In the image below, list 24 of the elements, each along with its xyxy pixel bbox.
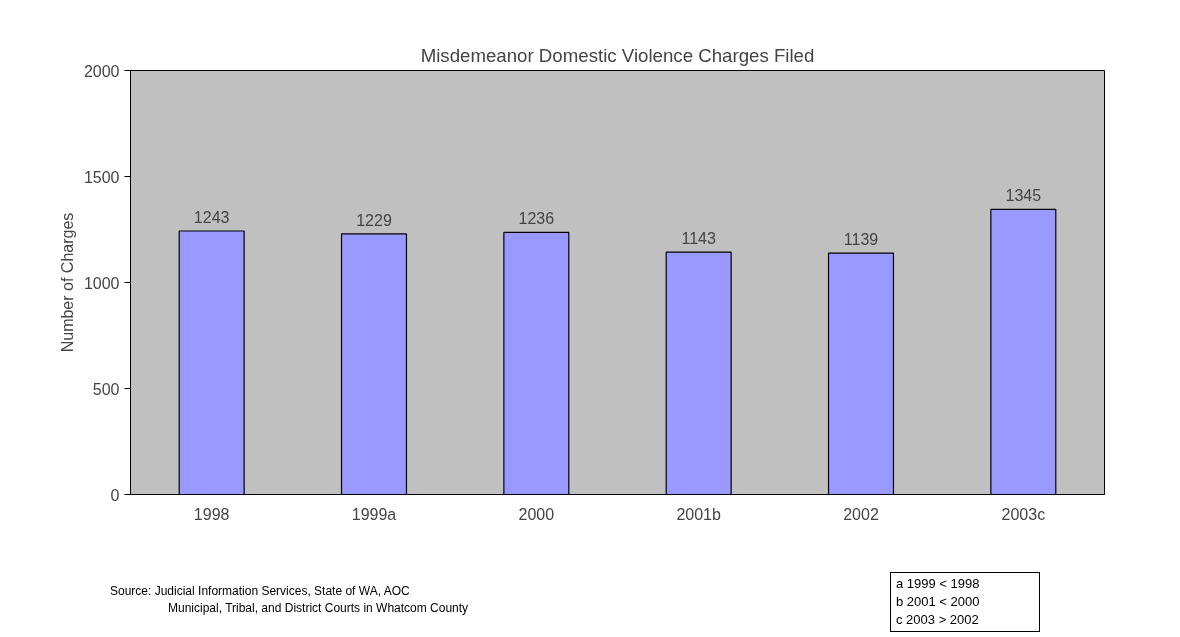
y-axis-title: Number of Charges bbox=[58, 212, 76, 353]
x-tick-label: 2000 bbox=[518, 505, 555, 523]
y-tick-label: 2000 bbox=[83, 62, 120, 80]
x-tick-label: 1999a bbox=[351, 505, 397, 523]
x-tick-label: 2002 bbox=[843, 505, 879, 523]
chart-title: Misdemeanor Domestic Violence Charges Filed bbox=[420, 44, 815, 66]
source-note: Source: Judicial Information Services, State of WA, AOC bbox=[110, 584, 410, 598]
x-tick-label: 1998 bbox=[193, 505, 230, 523]
x-tick-label: 2003c bbox=[1001, 505, 1046, 523]
x-tick-label: 2001b bbox=[676, 505, 722, 523]
data-label: 1243 bbox=[193, 208, 230, 226]
y-tick-label: 1000 bbox=[83, 274, 120, 292]
text: b 2001 < 2000 bbox=[896, 594, 980, 609]
text: c 2003 > 2002 bbox=[896, 612, 979, 627]
data-label: 1229 bbox=[356, 211, 392, 229]
y-tick-label: 1500 bbox=[83, 168, 120, 186]
text: Municipal, Tribal, and District Courts in Whatcom County bbox=[167, 601, 469, 615]
data-label: 1143 bbox=[681, 230, 716, 248]
y-tick-label: 500 bbox=[92, 380, 120, 398]
data-label: 1236 bbox=[518, 210, 555, 228]
text: a 1999 < 1998 bbox=[896, 576, 980, 591]
data-label: 1139 bbox=[843, 231, 879, 249]
y-tick-label: 0 bbox=[110, 486, 120, 504]
data-label: 1345 bbox=[1005, 187, 1042, 205]
